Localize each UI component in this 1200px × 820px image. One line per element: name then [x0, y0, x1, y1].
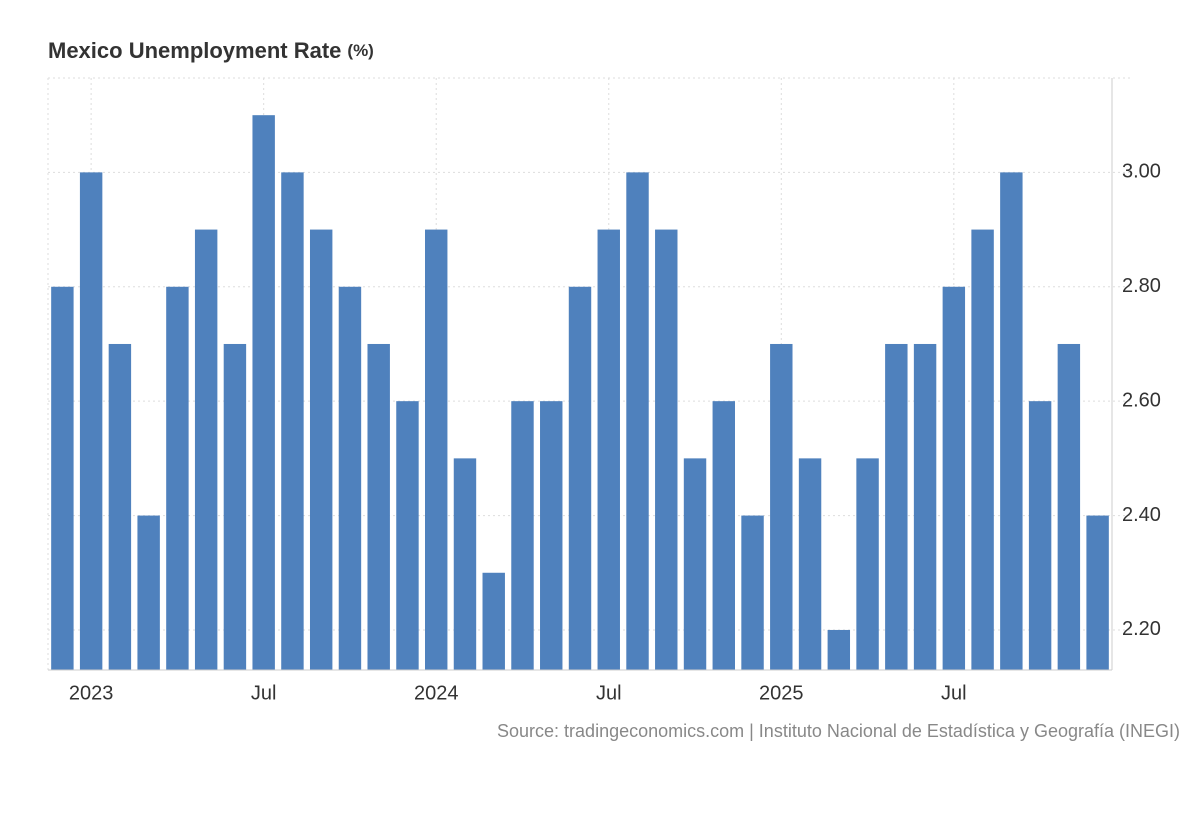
x-tick-label: Jul	[251, 682, 277, 704]
bar	[281, 172, 304, 670]
y-tick-label: 2.80	[1122, 275, 1161, 297]
bar	[79, 172, 103, 670]
x-tick-label: Jul	[941, 682, 967, 704]
bar	[453, 458, 477, 670]
bar	[252, 115, 275, 671]
bar	[683, 458, 707, 670]
bar	[741, 515, 764, 670]
bar	[1028, 401, 1052, 670]
bar	[367, 343, 390, 670]
x-tick-label: 2025	[759, 682, 804, 704]
bar	[597, 229, 620, 670]
bar	[511, 401, 534, 670]
title-text: Mexico Unemployment Rate	[48, 38, 341, 63]
bar	[798, 458, 822, 670]
bar	[51, 286, 74, 670]
y-tick-label: 3.00	[1122, 161, 1161, 183]
bar	[425, 229, 448, 670]
bar	[1086, 515, 1109, 670]
chart-title: Mexico Unemployment Rate (%)	[48, 38, 374, 63]
source: Source: tradingeconomics.com | Instituto…	[497, 721, 1180, 741]
y-tick-label: 2.60	[1122, 389, 1161, 411]
bar	[223, 343, 247, 670]
bar	[338, 286, 362, 670]
y-tick-label: 2.20	[1122, 618, 1161, 640]
bar	[971, 229, 994, 670]
bar	[942, 286, 966, 670]
bar	[568, 286, 592, 670]
bar	[626, 172, 649, 670]
x-tick-label: 2024	[414, 682, 459, 704]
title-unit: (%)	[347, 41, 373, 60]
bar	[540, 401, 563, 670]
bar	[856, 458, 879, 670]
x-tick-label: Jul	[596, 682, 622, 704]
bar	[770, 343, 793, 670]
bar	[1000, 172, 1023, 670]
bar	[108, 343, 132, 670]
bar	[396, 401, 419, 670]
bar	[309, 229, 333, 670]
bar	[712, 401, 735, 670]
bar	[482, 572, 505, 670]
bar	[194, 229, 218, 670]
x-tick-label: 2023	[69, 682, 114, 704]
bar	[166, 286, 189, 670]
y-tick-label: 2.40	[1122, 504, 1161, 526]
bar	[827, 629, 851, 670]
bar	[137, 515, 160, 670]
bar	[913, 343, 937, 670]
bar	[1057, 343, 1081, 670]
bar	[655, 229, 678, 670]
bar	[885, 343, 908, 670]
